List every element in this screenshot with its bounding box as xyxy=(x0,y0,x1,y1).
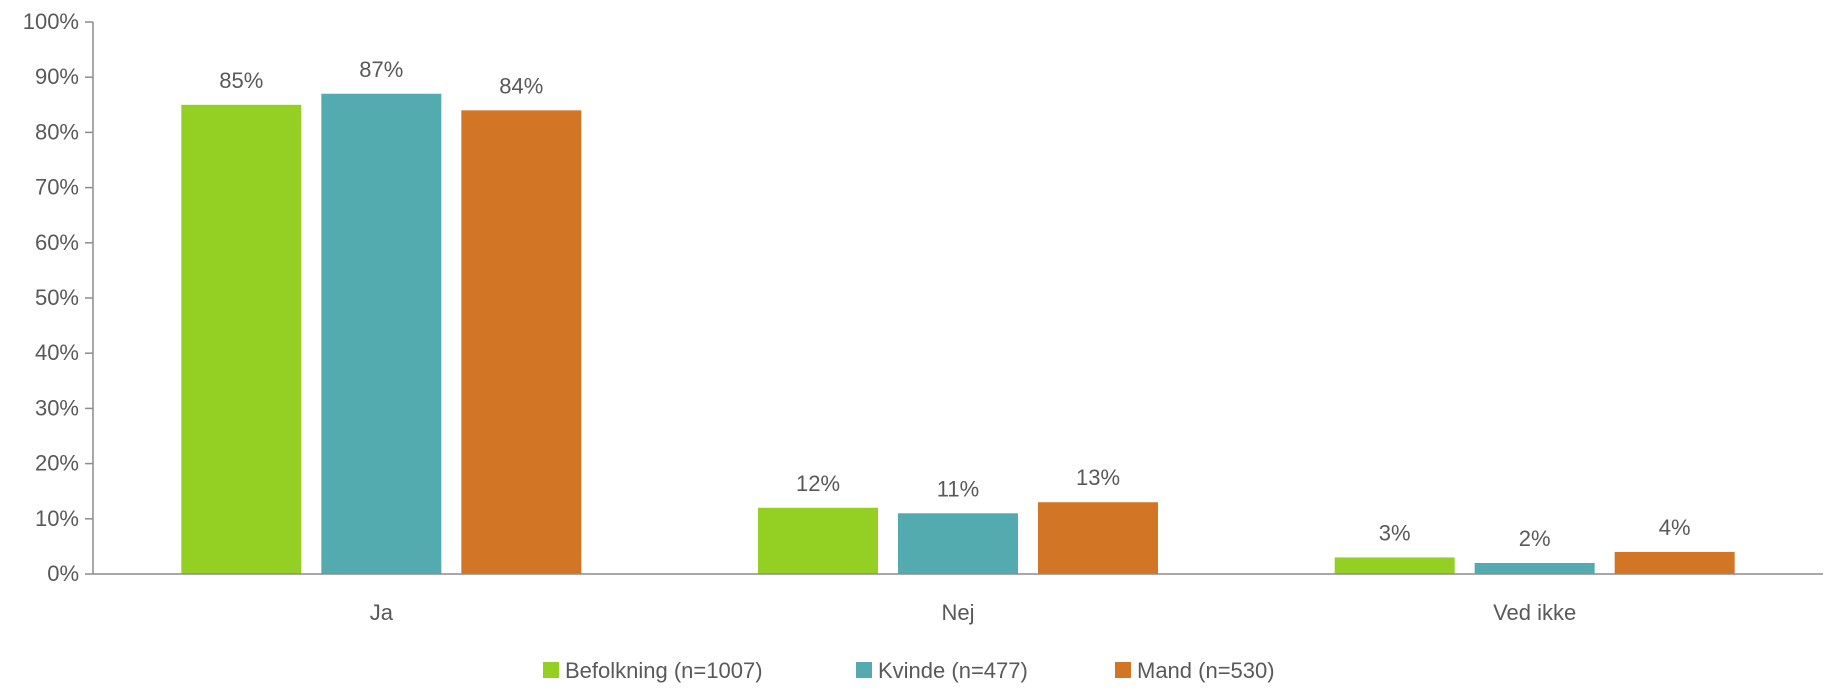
y-tick-label: 90% xyxy=(35,64,79,89)
y-tick-label: 60% xyxy=(35,230,79,255)
data-label: 85% xyxy=(219,68,263,93)
legend-label: Befolkning (n=1007) xyxy=(565,658,763,683)
bar xyxy=(181,104,302,575)
legend-swatch xyxy=(543,662,559,678)
category-label: Ved ikke xyxy=(1493,600,1576,625)
bar xyxy=(898,513,1018,574)
legend: Befolkning (n=1007) Kvinde (n=477) Mand (n… xyxy=(543,658,1275,683)
y-tick-label: 10% xyxy=(35,506,79,531)
y-tick-label: 30% xyxy=(35,395,79,420)
bar xyxy=(1474,562,1595,574)
data-labels: 85% 87% 84% 12% 11% 13% 3% 2% 4% xyxy=(219,57,1690,551)
bar xyxy=(461,110,582,574)
data-label: 84% xyxy=(499,73,543,98)
legend-label: Mand (n=530) xyxy=(1137,658,1275,683)
y-tick-label: 80% xyxy=(35,119,79,144)
data-label: 12% xyxy=(796,471,840,496)
data-label: 11% xyxy=(937,476,979,501)
legend-swatch xyxy=(1115,662,1131,678)
category-label: Nej xyxy=(941,600,974,625)
category-label: Ja xyxy=(370,600,394,625)
legend-label: Kvinde (n=477) xyxy=(878,658,1028,683)
bar xyxy=(321,93,442,574)
y-tick-label: 70% xyxy=(35,175,79,200)
data-label: 3% xyxy=(1379,520,1411,545)
y-tick-label: 0% xyxy=(47,561,79,586)
legend-swatch xyxy=(856,662,872,678)
bar xyxy=(1038,502,1158,574)
data-label: 13% xyxy=(1076,465,1120,490)
y-tick-label: 20% xyxy=(35,451,79,476)
bar xyxy=(1614,551,1735,574)
data-label: 4% xyxy=(1659,515,1691,540)
bar xyxy=(758,507,878,574)
y-axis-ticks: 0% 10% 20% 30% 40% 50% 60% 70% 80% 90% 100% xyxy=(23,9,93,586)
category-labels: Ja Nej Ved ikke xyxy=(370,600,1577,625)
y-tick-label: 50% xyxy=(35,285,79,310)
data-label: 87% xyxy=(359,57,403,82)
data-label: 2% xyxy=(1519,526,1551,551)
y-tick-label: 40% xyxy=(35,340,79,365)
y-tick-label: 100% xyxy=(23,9,79,34)
bar xyxy=(1334,557,1455,574)
bars xyxy=(181,93,1735,575)
